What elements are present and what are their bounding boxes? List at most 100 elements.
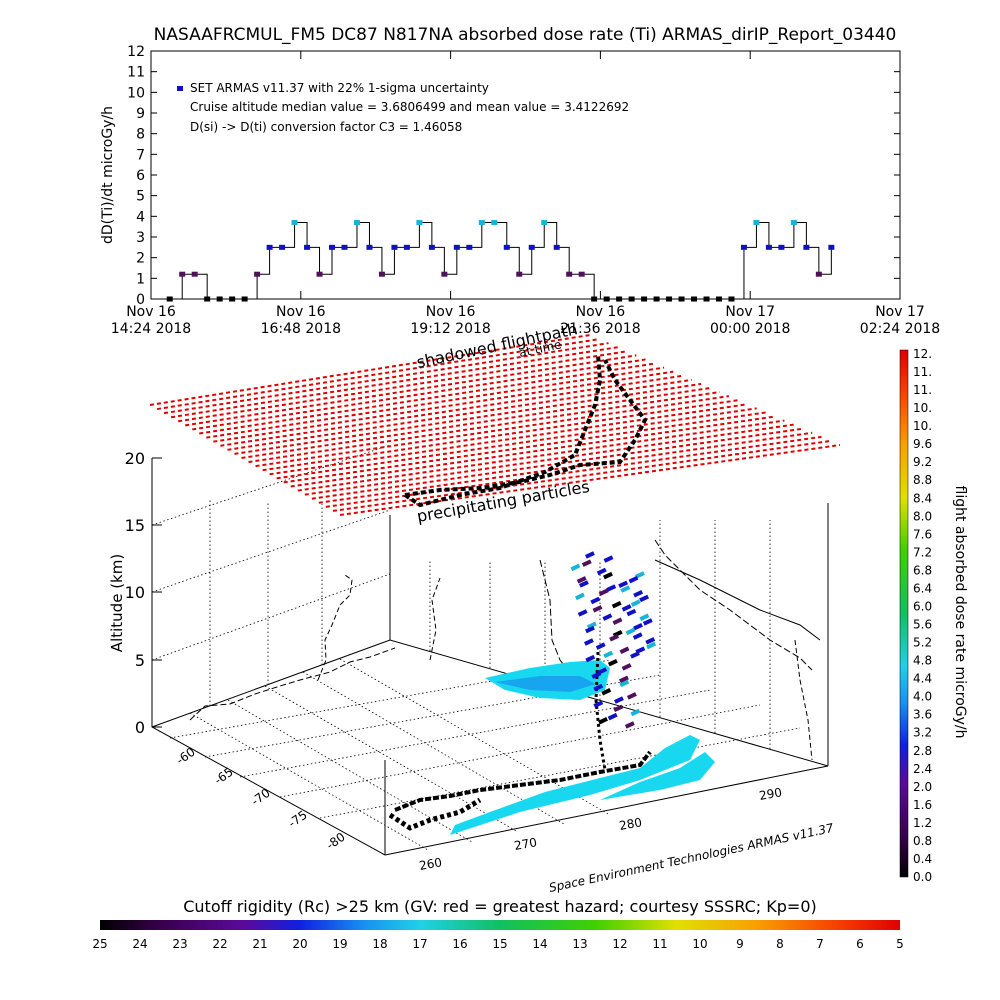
altitude-tick-label: 10 [125, 583, 145, 602]
data-point [416, 220, 423, 226]
hazard-line [170, 346, 618, 419]
y-tick-label: 0 [136, 292, 145, 308]
hazard-line [185, 354, 637, 427]
longitude-tick-label: 270 [513, 835, 538, 853]
dose-colorbar-label: flight absorbed dose rate microGy/h [952, 486, 968, 739]
data-point [516, 271, 523, 277]
rigidity-colorbar-ticks: 25 24 23 22 21 20 19 18 17 16 15 14 13 12 11 10 9 8 7 6 5 [92, 937, 903, 951]
dose-colorbar-tick-label: 7.6 [913, 527, 932, 541]
legend-entry: SET ARMAS v11.37 with 22% 1-sigma uncert… [190, 81, 489, 95]
data-point [765, 244, 772, 250]
y-tick-label: 5 [136, 189, 145, 205]
x-tick-label: 16:48 2018 [261, 321, 341, 337]
hazard-line [276, 407, 757, 480]
hazard-line [149, 334, 591, 406]
chart-title: NASAAFRCMUL_FM5 DC87 N817NA absorbed dos… [154, 25, 897, 45]
hazard-line [156, 338, 600, 411]
profile-marker [607, 659, 618, 667]
data-point [603, 296, 610, 302]
dose-colorbar-tick-label: 9.2 [913, 455, 932, 469]
data-point [803, 244, 810, 250]
profile-marker [619, 679, 630, 688]
dose-colorbar-ticks: 0.0 0.4 0.8 1.2 1.6 2.0 2.4 2.8 3.2 3.6 4.0 4.4 4.8 5… [913, 347, 932, 884]
x-tick-label: Nov 16 [426, 304, 476, 320]
dose-colorbar-tick-label: 4.4 [913, 672, 932, 686]
data-point [815, 271, 822, 277]
dose-colorbar-tick-label: 12. [913, 347, 932, 361]
dose-colorbar-tick-label: 7.2 [913, 545, 932, 559]
profile-marker [611, 600, 622, 609]
data-point [653, 296, 660, 302]
dose-colorbar-tick-label: 1.2 [913, 816, 932, 830]
data-point [366, 244, 373, 250]
data-point [715, 296, 722, 302]
x-tick-label: Nov 16 [276, 304, 326, 320]
data-point [466, 244, 473, 250]
data-point [403, 244, 410, 250]
profile-marker [592, 605, 603, 613]
rigidity-colorbar-tick-label: 13 [572, 937, 587, 951]
profile-marker [633, 590, 644, 598]
profile-marker [575, 592, 585, 601]
data-point [428, 244, 435, 250]
altitude-ticks: 0 5 10 15 20 [125, 449, 162, 737]
y-tick-label: 1 [136, 271, 145, 287]
hazard-line [241, 386, 711, 459]
profile-marker [628, 575, 639, 584]
dose-colorbar-tick-label: 0.0 [913, 870, 932, 884]
dose-colorbar-tick-label: 10. [913, 401, 932, 415]
data-point [666, 296, 673, 302]
data-point [229, 296, 236, 302]
profile-marker [590, 596, 601, 605]
profile-marker [603, 650, 614, 659]
dose-colorbar-tick-label: 8.0 [913, 509, 932, 523]
profile-marker [626, 692, 637, 700]
altitude-axis-label: Altitude (km) [108, 554, 126, 652]
dose-colorbar-tick-label: 1.6 [913, 798, 932, 812]
data-point [241, 296, 248, 302]
longitude-tick-label: 280 [618, 815, 643, 833]
profile-marker [630, 651, 640, 659]
rigidity-colorbar-tick-label: 18 [372, 937, 387, 951]
rigidity-colorbar-tick-label: 14 [532, 937, 547, 951]
dose-colorbar-tick-label: 4.0 [913, 690, 932, 704]
data-point [378, 271, 385, 277]
rigidity-colorbar-tick-label: 23 [172, 937, 187, 951]
data-point [191, 271, 198, 277]
dose-colorbar-tick-label: 5.6 [913, 618, 932, 632]
dose-colorbar-tick-label: 2.0 [913, 780, 932, 794]
altitude-tick-label: 15 [125, 516, 145, 535]
profile-marker [619, 646, 630, 654]
rigidity-colorbar-tick-label: 9 [736, 937, 744, 951]
x-tick-label: 21:36 2018 [560, 321, 640, 337]
dose-colorbar-tick-label: 3.2 [913, 726, 932, 740]
profile-marker [585, 654, 596, 663]
shadowed-flightpath [403, 354, 648, 508]
y-tick-label: 10 [127, 85, 145, 101]
rigidity-colorbar-title: Cutoff rigidity (Rc) >25 km (GV: red = g… [183, 897, 817, 916]
profile-marker [601, 688, 612, 696]
profile-marker [607, 712, 618, 721]
dose-colorbar-tick-label: 8.4 [913, 491, 932, 505]
profile-marker [595, 642, 606, 650]
x-tick-label: 00:00 2018 [710, 321, 790, 337]
data-point [291, 220, 298, 226]
data-point [566, 271, 573, 277]
profile-marker [591, 671, 602, 679]
dose-rate-series [166, 220, 835, 302]
longitude-ticks: 260 270 280 290 [418, 785, 783, 873]
profile-marker [642, 618, 653, 626]
y-tick-label: 8 [136, 127, 145, 143]
data-point [541, 220, 548, 226]
y-tick-label: 6 [136, 168, 145, 184]
data-point [778, 244, 785, 250]
x-tick-label: 02:24 2018 [860, 321, 940, 337]
y-tick-label: 7 [136, 147, 145, 163]
dose-colorbar-tick-label: 0.4 [913, 852, 932, 866]
rigidity-colorbar-tick-label: 10 [692, 937, 707, 951]
hazard-line [318, 431, 813, 504]
hazard-line [213, 370, 674, 443]
hazard-grid [149, 334, 841, 516]
latitude-tick-label: -80 [324, 830, 348, 853]
profile-marker [618, 580, 629, 589]
